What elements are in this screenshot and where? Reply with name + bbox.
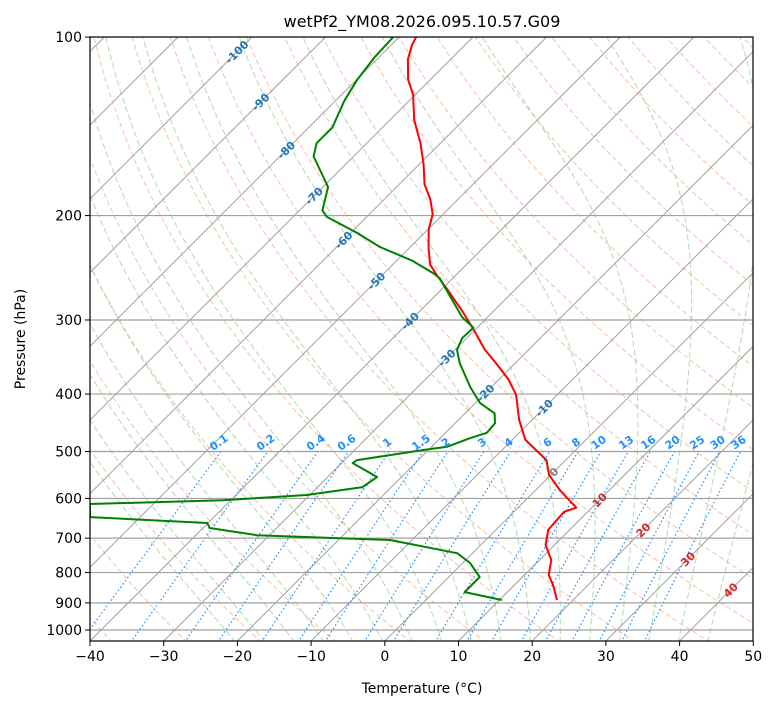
- x-tick-label: 30: [597, 649, 615, 665]
- y-tick-label: 200: [55, 209, 82, 225]
- x-tick-label: 50: [744, 649, 762, 665]
- x-tick-label: 10: [450, 649, 468, 665]
- dry-adiabat: [170, 37, 710, 643]
- dry-adiabat: [514, 37, 775, 643]
- moist-adiabat: [21, 37, 354, 643]
- y-tick-label: 800: [55, 566, 82, 582]
- isotherm-line: [0, 37, 325, 642]
- mixing-ratio-label: 13: [616, 433, 636, 452]
- mixing-ratio-label: 20: [663, 433, 683, 453]
- dry-adiabat: [132, 37, 636, 643]
- mixing-ratio-line: [261, 452, 389, 643]
- dry-adiabat: [18, 37, 412, 643]
- background-lines: [0, 37, 775, 643]
- dry-adiabat: [0, 37, 262, 643]
- isotherm-line: [15, 37, 620, 642]
- moist-adiabat: [239, 37, 530, 643]
- isotherm-line: [0, 37, 252, 642]
- mixing-ratio-line: [466, 452, 578, 643]
- dry-adiabat: [56, 37, 487, 643]
- mixing-ratio-label: 3: [475, 435, 489, 450]
- x-tick-label: 20: [523, 649, 541, 665]
- moist-adiabat: [482, 37, 638, 643]
- x-tick-label: 40: [671, 649, 689, 665]
- y-tick-label: 100: [55, 30, 82, 46]
- isotherm-line: [678, 37, 775, 642]
- y-axis-label: Pressure (hPa): [13, 289, 29, 389]
- moist-adiabat: [607, 37, 692, 643]
- y-tick-label: 1000: [46, 623, 82, 639]
- dry-adiabat: [590, 37, 775, 643]
- x-axis: −40 −30 −20 −10 0 10 20 30 40 50: [75, 641, 762, 665]
- y-tick-label: 600: [55, 491, 82, 507]
- y-axis: 100 200 300 400 500 600 700 800 900 1000: [46, 30, 90, 639]
- x-tick-label: 0: [380, 649, 389, 665]
- mixing-ratio-label: 0.4: [304, 432, 328, 454]
- moist-adiabat: [0, 37, 324, 643]
- dry-adiabat: [704, 37, 775, 643]
- isotherm-line: [383, 37, 775, 642]
- moist-adiabat: [382, 37, 595, 643]
- mixing-ratio-label: 1: [380, 435, 394, 450]
- isotherm-line: [752, 37, 775, 642]
- x-tick-label: −20: [223, 649, 253, 665]
- mixing-ratio-label: 1.5: [409, 432, 432, 454]
- isotherm-line: [0, 37, 473, 642]
- isotherm-label: -100: [223, 38, 252, 67]
- mixing-ratio-line: [545, 452, 651, 643]
- mixing-ratio-label: 0.1: [207, 432, 230, 454]
- profiles: [90, 37, 576, 600]
- dry-adiabat: [666, 37, 775, 643]
- mixing-ratio-line: [80, 452, 221, 643]
- isotherm-line: [236, 37, 775, 642]
- moist-adiabat: [0, 37, 236, 643]
- moist-adiabat: [143, 37, 472, 643]
- isotherm-line: [88, 37, 693, 642]
- mixing-ratio-label: 25: [687, 433, 707, 452]
- mixing-ratio-line: [435, 452, 550, 643]
- mixing-ratio-line: [218, 452, 349, 643]
- x-tick-label: −40: [75, 649, 105, 665]
- chart-title: wetPf2_YM08.2026.095.10.57.G09: [284, 12, 561, 32]
- dry-adiabat: [0, 37, 337, 643]
- y-tick-label: 700: [55, 531, 82, 547]
- mixing-ratio-label: 36: [729, 433, 749, 453]
- y-tick-label: 300: [55, 313, 82, 329]
- mixing-ratio-label: 30: [708, 433, 728, 453]
- x-axis-label: Temperature (°C): [361, 681, 483, 697]
- x-tick-label: −10: [296, 649, 326, 665]
- isotherm-line: [457, 37, 775, 642]
- isotherm-line: [0, 37, 399, 642]
- dry-adiabat: [742, 37, 775, 643]
- mixing-ratio-label: 0.2: [254, 432, 277, 454]
- dry-adiabat: [437, 37, 775, 643]
- mixing-ratio-label: 6: [541, 435, 555, 450]
- x-tick-label: −30: [149, 649, 179, 665]
- y-tick-label: 400: [55, 387, 82, 403]
- isotherm-label: -90: [249, 90, 272, 113]
- y-tick-label: 500: [55, 445, 82, 461]
- isotherm-line: [162, 37, 767, 642]
- mixing-ratio-label: 16: [638, 433, 658, 453]
- y-tick-label: 900: [55, 596, 82, 612]
- moist-adiabat: [303, 37, 560, 643]
